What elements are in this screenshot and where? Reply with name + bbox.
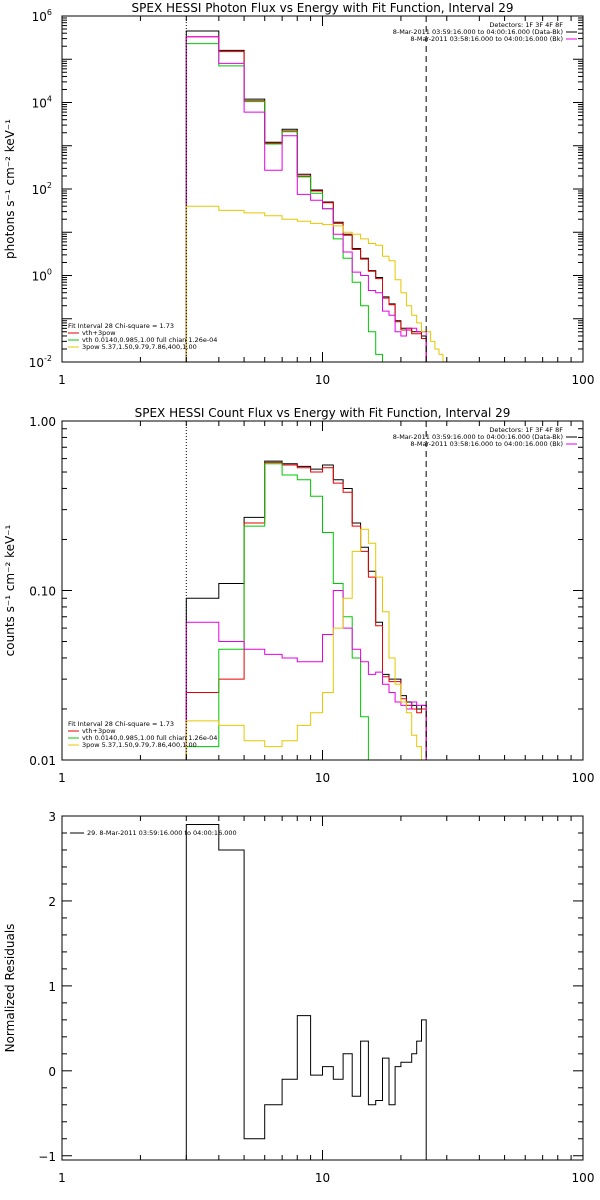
y-tick-label: 100 <box>32 268 52 284</box>
x-tick-label: 10 <box>315 771 330 785</box>
series-group <box>185 824 427 1160</box>
plot-frame <box>61 15 584 363</box>
x-tick-label: 100 <box>572 771 595 785</box>
x-tick-label: 1 <box>58 1171 66 1185</box>
y-tick-base: 10 <box>32 183 47 197</box>
y-tick-label: 0.01 <box>29 754 56 768</box>
chart-panel-3: 1 10 100 −1 0 1 2 3 Normalized Residuals 29. 8-Ma… <box>3 810 595 1185</box>
x-tick-label: 100 <box>572 1171 595 1185</box>
y-tick-base: 10 <box>32 10 47 24</box>
chart-panel-1: SPEX HESSI Photon Flux vs Energy with Fi… <box>3 1 595 387</box>
y-axis-label: counts s⁻¹ cm⁻² keV⁻¹ <box>3 524 17 656</box>
legend-entry: 3pow 5.37,1.50,9.79,7.86,400,1.00 <box>82 741 197 749</box>
y-tick-label: 1 <box>48 980 56 994</box>
legend-entry: Fit Interval 28 Chi-square = 1.73 <box>68 720 174 728</box>
series-group <box>185 460 427 760</box>
series-line-2 <box>185 36 427 362</box>
y-tick-base: 10 <box>32 97 47 111</box>
y-tick-label: 102 <box>32 181 52 197</box>
y-axis-label: Normalized Residuals <box>3 924 17 1053</box>
x-tick-label: 10 <box>315 1171 330 1185</box>
y-tick-label: 0 <box>48 1065 56 1079</box>
y-tick-label: 0.10 <box>29 585 56 599</box>
series-line-2 <box>185 461 427 760</box>
series-line-1 <box>185 824 427 1160</box>
legend-entry: Detectors: 1F 3F 4F 8F <box>489 21 563 29</box>
x-tick-label: 1 <box>58 771 66 785</box>
y-tick-label: 106 <box>32 8 52 24</box>
chart-title: SPEX HESSI Count Flux vs Energy with Fit… <box>135 406 511 420</box>
y-tick-exponent: 6 <box>47 8 52 17</box>
series-line-1 <box>185 30 427 362</box>
legend-entry: vth 0.0140,0.985,1.00 full chian 1.26e-0… <box>82 734 217 742</box>
legend-entry: vth+3pow <box>82 727 116 735</box>
y-tick-exponent: 0 <box>47 268 52 277</box>
y-tick-base: 10 <box>32 270 47 284</box>
series-group <box>185 30 448 362</box>
series-line-4 <box>185 590 427 760</box>
legend-entry: Detectors: 1F 3F 4F 8F <box>489 426 563 434</box>
chart-panel-2: SPEX HESSI Count Flux vs Energy with Fit… <box>3 406 595 785</box>
y-tick-label: −1 <box>38 1150 56 1164</box>
y-tick-exponent: 4 <box>47 95 52 104</box>
legend-entry: 3pow 5.37,1.50,9.79,7.86,400,1.00 <box>82 343 197 351</box>
y-tick-label: 3 <box>48 810 56 824</box>
series-line-3 <box>185 43 383 362</box>
y-tick-label: 104 <box>32 95 52 111</box>
legend-entry: 8-Mar-2011 03:58:16.000 to 04:00:16.000 … <box>410 440 563 448</box>
series-line-1 <box>185 460 427 760</box>
legend-entry: vth 0.0140,0.985,1.00 full chian 1.26e-0… <box>82 336 217 344</box>
series-line-4 <box>185 36 427 362</box>
y-tick-label: 10-2 <box>29 354 52 370</box>
series-line-3 <box>185 463 377 760</box>
y-tick-base: 10 <box>29 356 44 370</box>
x-tick-label: 10 <box>315 373 330 387</box>
plot-frame <box>61 815 584 1161</box>
y-tick-label: 1.00 <box>29 415 56 429</box>
y-tick-exponent: -2 <box>44 354 52 363</box>
chart-title: SPEX HESSI Photon Flux vs Energy with Fi… <box>132 1 514 15</box>
y-tick-exponent: 2 <box>47 181 52 190</box>
legend-entry: 29. 8-Mar-2011 03:59:16.000 to 04:00:16.… <box>87 829 237 837</box>
y-tick-label: 2 <box>48 895 56 909</box>
legend-entry: 8-Mar-2011 03:58:16.000 to 04:00:16.000 … <box>410 35 563 43</box>
series-line-5 <box>185 528 427 760</box>
legend-entry: vth+3pow <box>82 329 116 337</box>
legend-entry: 8-Mar-2011 03:59:16.000 to 04:00:16.000 … <box>393 433 563 441</box>
x-tick-label: 1 <box>58 373 66 387</box>
y-axis-label: photons s⁻¹ cm⁻² keV⁻¹ <box>3 119 17 259</box>
legend-entry: 8-Mar-2011 03:59:16.000 to 04:00:16.000 … <box>393 28 563 36</box>
x-tick-label: 100 <box>572 373 595 387</box>
legend-entry: Fit Interval 28 Chi-square = 1.73 <box>68 322 174 330</box>
series-line-5 <box>185 205 448 362</box>
